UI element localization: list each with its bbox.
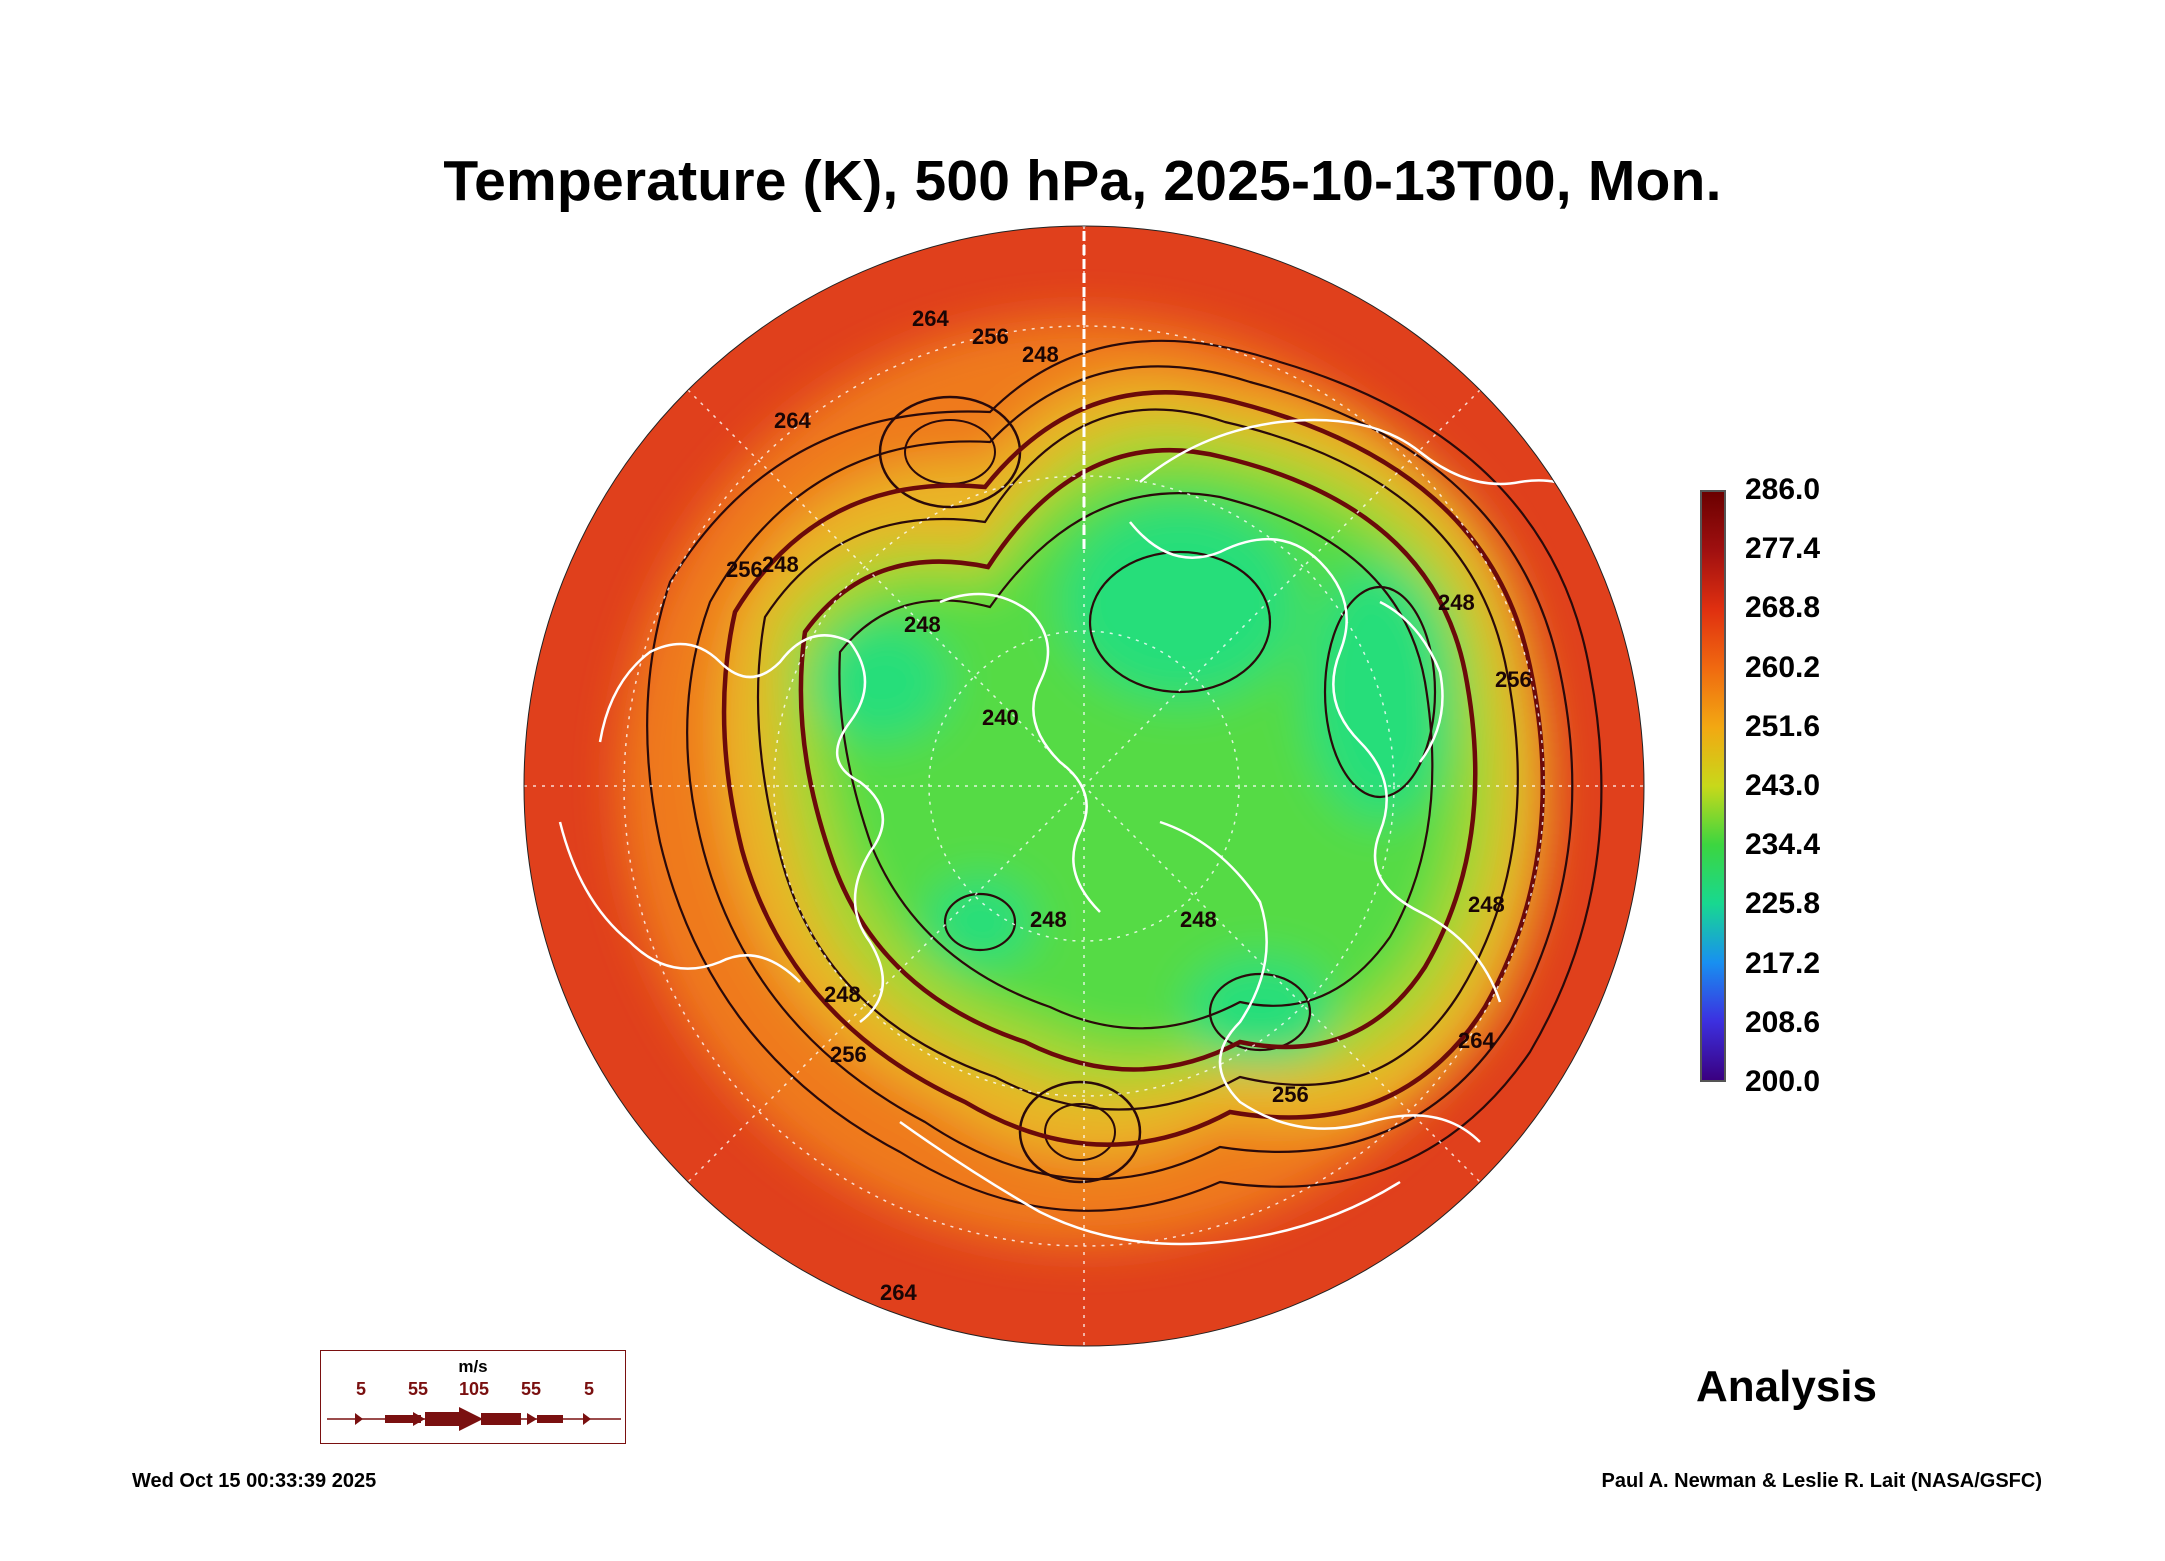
colorbar-tick-label: 243.0 xyxy=(1745,769,1821,802)
colorbar-tick-label: 225.8 xyxy=(1745,887,1821,921)
contour-label: 264 xyxy=(1458,1028,1495,1053)
contour-label: 248 xyxy=(904,612,941,637)
colorbar-labels: 286.0 277.4 268.8 260.2 251.6 243.0 234.… xyxy=(1745,470,1865,1102)
temperature-field: 264 264 256 248 256 248 248 240 256 248 … xyxy=(524,226,1644,1346)
contour-label: 248 xyxy=(762,552,799,577)
colorbar-tick-label: 260.2 xyxy=(1745,650,1821,684)
contour-label: 248 xyxy=(824,982,861,1007)
wind-legend-value: 5 xyxy=(355,1379,367,1399)
colorbar-tick-label: 251.6 xyxy=(1745,709,1821,743)
contour-label: 248 xyxy=(1468,892,1505,917)
colorbar-tick-label: 277.4 xyxy=(1745,532,1821,566)
wind-legend-value: 5 xyxy=(583,1379,595,1399)
wind-legend-value: 55 xyxy=(520,1379,542,1399)
contour-label: 264 xyxy=(912,306,949,331)
colorbar-tick-label: 286.0 xyxy=(1745,473,1821,506)
contour-label: 248 xyxy=(1022,342,1059,367)
temperature-colorbar xyxy=(1700,490,1726,1082)
wind-legend-value: 105 xyxy=(458,1379,490,1399)
colorbar-tick-label: 234.4 xyxy=(1745,828,1821,862)
contour-label: 264 xyxy=(774,408,811,433)
analysis-label: Analysis xyxy=(1696,1362,1877,1411)
page-title: Temperature (K), 500 hPa, 2025-10-13T00,… xyxy=(443,149,1722,213)
contour-label: 256 xyxy=(1272,1082,1309,1107)
contour-label: 240 xyxy=(982,705,1019,730)
contour-label: 256 xyxy=(1495,667,1532,692)
wind-legend-arrow xyxy=(327,1407,621,1431)
polar-temperature-map: 264 264 256 248 256 248 248 240 256 248 … xyxy=(523,225,1645,1347)
wind-legend-value: 55 xyxy=(407,1379,429,1399)
colorbar-tick-label: 208.6 xyxy=(1745,1005,1821,1039)
contour-label: 256 xyxy=(830,1042,867,1067)
wind-legend-unit: m/s xyxy=(458,1357,488,1376)
contour-label: 256 xyxy=(726,557,763,582)
colorbar-tick-label: 217.2 xyxy=(1745,946,1821,980)
contour-label: 248 xyxy=(1180,907,1217,932)
credit-line: Paul A. Newman & Leslie R. Lait (NASA/GS… xyxy=(1601,1470,2042,1492)
colorbar-tick-label: 200.0 xyxy=(1745,1065,1821,1098)
contour-label: 248 xyxy=(1030,907,1067,932)
wind-speed-legend: m/s 5 55 105 55 5 xyxy=(320,1350,626,1444)
timestamp: Wed Oct 15 00:33:39 2025 xyxy=(132,1470,377,1492)
colorbar-tick-label: 268.8 xyxy=(1745,591,1821,625)
contour-label: 264 xyxy=(880,1280,917,1305)
contour-label: 248 xyxy=(1438,590,1475,615)
contour-label: 256 xyxy=(972,324,1009,349)
